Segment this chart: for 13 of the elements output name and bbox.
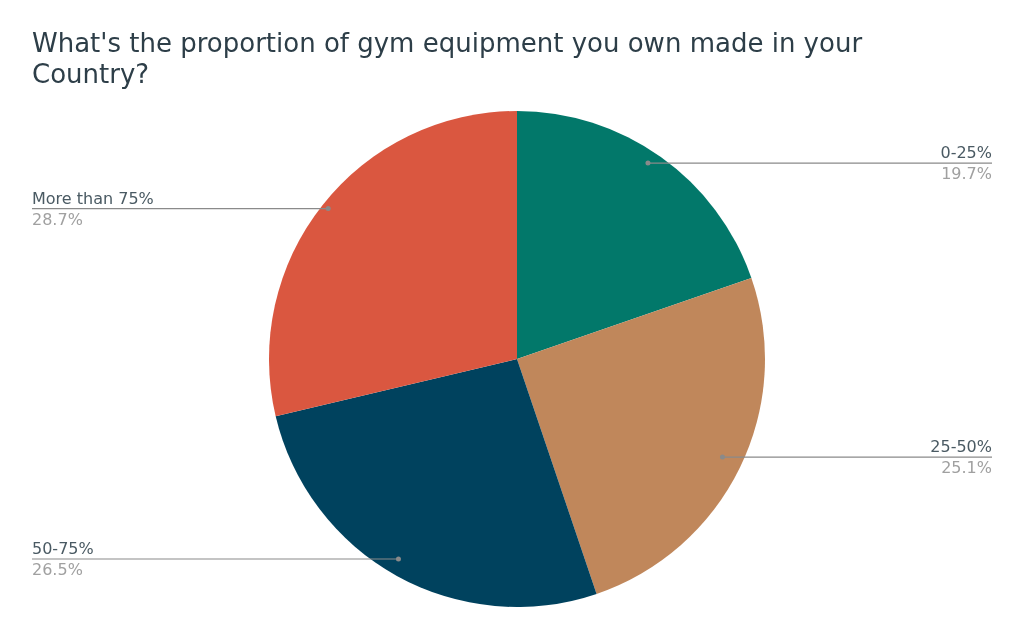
- pie-slice: [269, 111, 517, 417]
- slice-label: 0-25%: [940, 143, 992, 163]
- chart-title: What's the proportion of gym equipment you own made in your Country?: [32, 28, 864, 90]
- pie-slice: [517, 277, 765, 594]
- slice-label: More than 75%: [32, 188, 154, 208]
- data-label: 19.7%: [941, 164, 992, 184]
- data-label: 28.7%: [32, 209, 83, 229]
- data-label: 26.5%: [32, 560, 83, 580]
- pie-slice: [517, 111, 752, 359]
- slice-label: 50-75%: [32, 539, 94, 559]
- pie-slice: [275, 359, 597, 607]
- slice-label: 25-50%: [930, 437, 992, 457]
- data-label: 25.1%: [941, 458, 992, 478]
